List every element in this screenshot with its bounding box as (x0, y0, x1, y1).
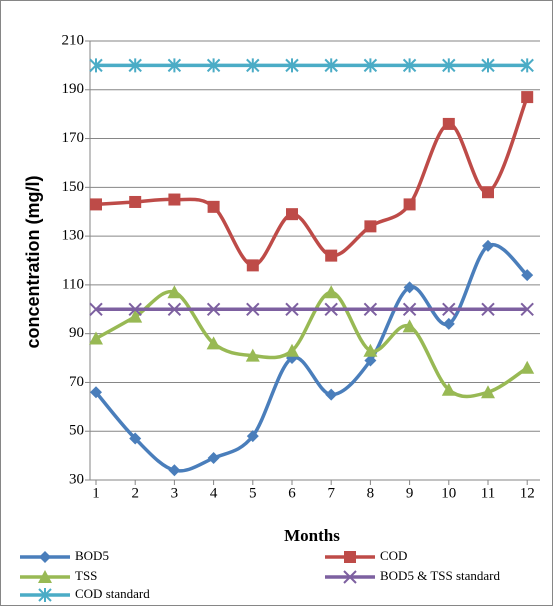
marker (363, 302, 378, 316)
y-axis-title: concentration (mg/l) (23, 175, 43, 348)
marker (364, 354, 377, 367)
legend-marker (344, 551, 356, 563)
x-tick-label: 3 (171, 485, 179, 501)
marker (246, 259, 259, 272)
marker (482, 186, 494, 199)
legend-label: COD (380, 548, 407, 563)
marker (403, 281, 416, 294)
marker (403, 198, 416, 211)
marker (129, 432, 142, 445)
legend-label: BOD5 (75, 548, 109, 563)
marker (481, 58, 495, 73)
marker (442, 302, 456, 316)
marker (481, 302, 495, 316)
marker (520, 302, 534, 316)
marker (128, 58, 142, 73)
y-tick-label: 190 (62, 81, 85, 97)
marker (364, 220, 377, 233)
marker (246, 302, 260, 316)
marker (363, 343, 378, 357)
legend-label: TSS (75, 568, 97, 583)
marker (89, 331, 103, 345)
marker (324, 285, 339, 299)
marker (285, 58, 299, 73)
marker (363, 58, 378, 73)
marker (207, 452, 220, 465)
legend-marker (38, 588, 52, 602)
marker (520, 58, 534, 73)
x-tick-label: 1 (92, 485, 100, 501)
x-tick-label: 10 (441, 485, 456, 501)
marker (168, 464, 181, 477)
marker (168, 193, 181, 206)
marker (206, 336, 221, 350)
marker (129, 195, 142, 208)
marker (245, 348, 260, 362)
marker (442, 317, 455, 330)
marker (167, 285, 182, 299)
marker (482, 239, 494, 252)
legend-label: COD standard (75, 586, 150, 601)
marker (442, 117, 455, 130)
marker (324, 58, 338, 73)
x-tick-label: 4 (210, 485, 218, 501)
x-tick-label: 9 (406, 485, 414, 501)
marker (90, 198, 102, 211)
y-tick-label: 210 (62, 32, 85, 48)
marker (286, 208, 298, 221)
legend-marker (38, 570, 52, 583)
marker (402, 319, 417, 333)
marker (442, 58, 456, 73)
marker (325, 249, 338, 262)
marker (285, 343, 299, 357)
x-tick-label: 7 (327, 485, 335, 501)
marker (206, 302, 221, 316)
marker (167, 302, 182, 316)
marker (325, 388, 338, 401)
marker (90, 386, 102, 399)
marker (128, 309, 143, 323)
marker (441, 382, 456, 396)
legend-label: BOD5 & TSS standard (380, 568, 501, 583)
marker (324, 302, 338, 316)
marker (520, 360, 535, 374)
y-tick-label: 50 (69, 423, 84, 439)
x-tick-label: 8 (367, 485, 375, 501)
y-tick-label: 30 (69, 471, 84, 487)
marker (206, 58, 221, 73)
marker (481, 385, 495, 399)
marker (89, 302, 103, 316)
marker (246, 430, 259, 443)
y-tick-label: 130 (62, 228, 85, 244)
y-tick-label: 110 (62, 276, 84, 292)
y-tick-label: 90 (69, 325, 84, 341)
marker (521, 269, 534, 282)
x-tick-label: 5 (249, 485, 257, 501)
marker (521, 91, 534, 104)
y-tick-label: 150 (62, 179, 85, 195)
y-tick-label: 170 (62, 130, 85, 146)
x-axis-title: Months (284, 526, 340, 545)
marker (167, 58, 182, 73)
x-tick-label: 11 (481, 485, 495, 501)
x-tick-label: 6 (288, 485, 296, 501)
x-tick-label: 2 (131, 485, 139, 501)
legend-marker (39, 551, 51, 563)
x-tick-label: 12 (520, 485, 535, 501)
marker (246, 58, 260, 73)
marker (207, 200, 220, 213)
marker (128, 302, 142, 316)
y-tick-label: 70 (69, 374, 84, 390)
marker (402, 58, 417, 73)
marker (89, 58, 103, 73)
legend-marker (343, 570, 357, 584)
marker (285, 302, 299, 316)
marker (402, 302, 417, 316)
